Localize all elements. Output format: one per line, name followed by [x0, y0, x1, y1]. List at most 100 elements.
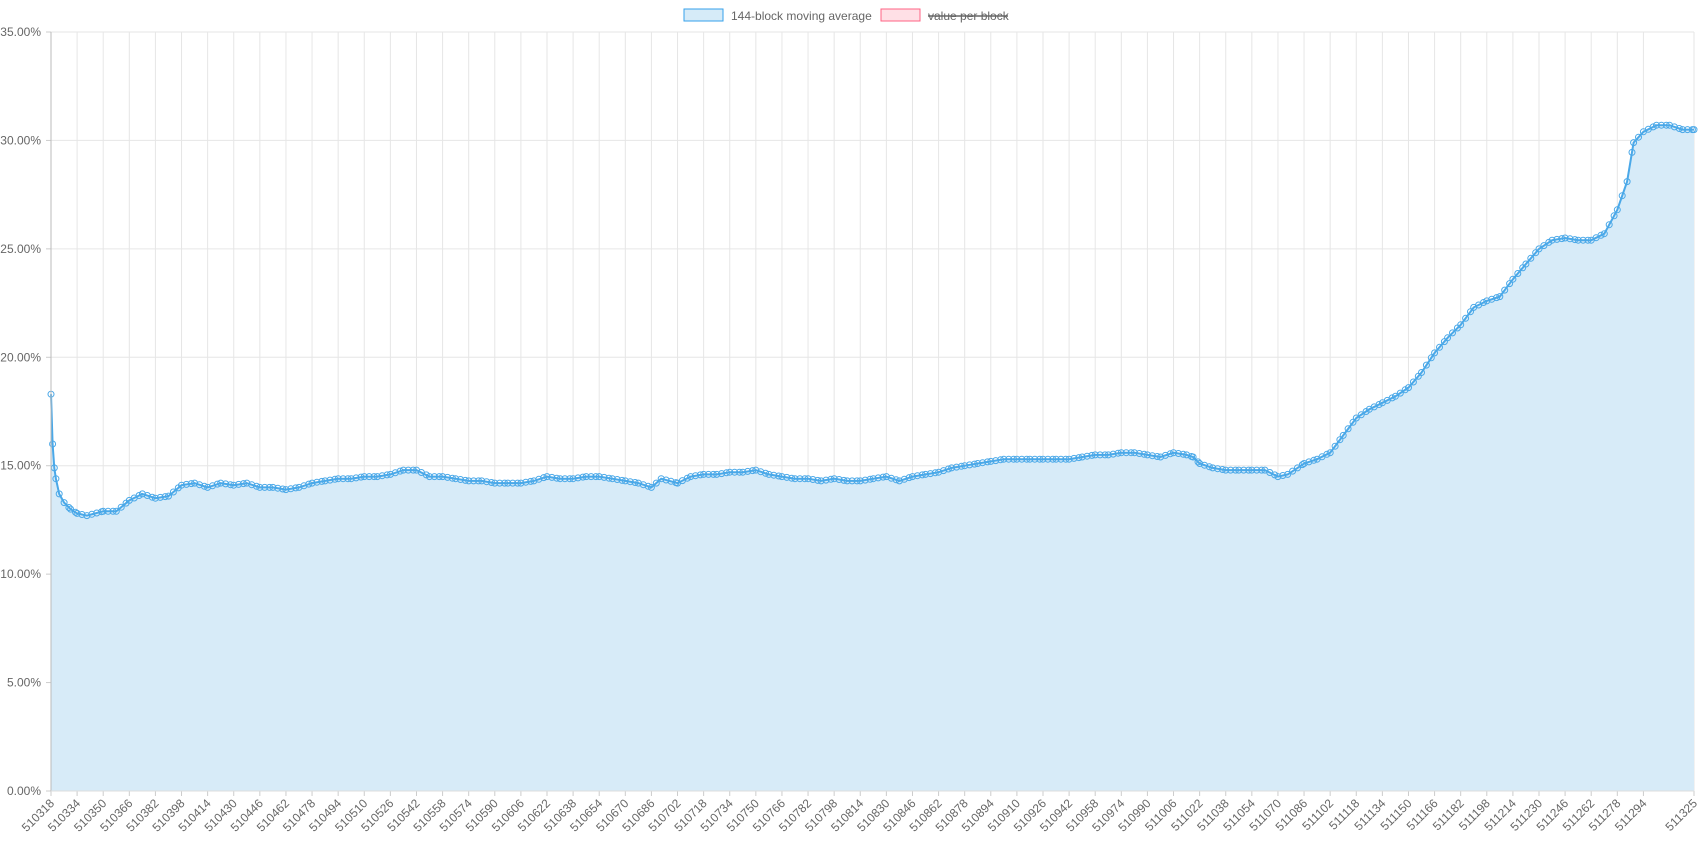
- data-point: [1294, 464, 1301, 472]
- data-point: [435, 473, 443, 481]
- data-point: [331, 475, 339, 483]
- data-point: [726, 468, 734, 476]
- data-point: [1535, 245, 1543, 253]
- data-point: [391, 469, 399, 477]
- data-point: [386, 470, 394, 478]
- data-point: [383, 471, 391, 479]
- data-point: [1462, 314, 1470, 322]
- data-point: [165, 492, 172, 500]
- data-point: [191, 479, 199, 487]
- data-point: [1305, 458, 1313, 466]
- data-point: [861, 476, 869, 484]
- data-point: [504, 479, 512, 487]
- legend-swatch-moving-average[interactable]: [683, 8, 724, 22]
- data-point: [749, 467, 757, 475]
- data-point: [1506, 280, 1514, 288]
- data-point: [1391, 392, 1399, 400]
- data-point: [1148, 452, 1156, 460]
- data-point: [196, 481, 203, 489]
- data-point: [882, 473, 890, 481]
- data-point: [1666, 121, 1673, 129]
- data-point: [1501, 286, 1509, 294]
- data-point: [830, 475, 838, 483]
- data-point: [895, 477, 903, 485]
- data-point: [723, 469, 730, 477]
- y-tick-label: 0.00%: [7, 784, 41, 798]
- data-point: [1044, 455, 1052, 463]
- data-point: [1670, 123, 1678, 131]
- data-point: [1584, 236, 1592, 244]
- data-point: [987, 457, 995, 465]
- data-point: [1279, 472, 1287, 479]
- data-point: [1026, 455, 1034, 463]
- data-point: [543, 473, 551, 481]
- data-point: [99, 507, 107, 515]
- data-point: [60, 499, 68, 507]
- data-point: [843, 477, 851, 485]
- data-point: [352, 474, 360, 482]
- data-point: [553, 474, 561, 482]
- data-point: [1679, 126, 1687, 134]
- data-point: [1571, 236, 1579, 244]
- data-point: [1005, 455, 1013, 463]
- data-point: [1196, 460, 1204, 467]
- data-point: [360, 473, 368, 481]
- data-point: [1357, 411, 1365, 419]
- data-point: [1574, 236, 1582, 244]
- data-point: [213, 480, 221, 488]
- data-point: [143, 492, 151, 499]
- data-point: [879, 473, 887, 481]
- data-point: [1561, 234, 1569, 242]
- data-point: [1579, 236, 1587, 244]
- data-point: [161, 493, 169, 501]
- data-point: [1509, 275, 1517, 283]
- data-point: [357, 473, 365, 481]
- data-point: [621, 477, 629, 485]
- legend-swatch-value-per-block[interactable]: [880, 8, 921, 22]
- data-point: [370, 473, 378, 481]
- data-point: [731, 468, 739, 476]
- data-point: [1122, 449, 1130, 457]
- data-point: [992, 457, 1000, 465]
- data-point: [778, 473, 786, 481]
- data-point: [814, 476, 822, 484]
- data-point: [217, 479, 225, 487]
- data-point: [561, 475, 569, 483]
- data-point: [940, 467, 947, 475]
- data-point: [1457, 321, 1465, 329]
- data-point: [73, 509, 81, 517]
- data-point: [961, 462, 969, 470]
- data-point: [1431, 349, 1439, 357]
- data-point: [488, 479, 495, 486]
- data-point: [1284, 470, 1292, 478]
- data-point: [1553, 235, 1561, 243]
- data-point: [112, 507, 120, 515]
- data-point: [1161, 451, 1169, 459]
- data-point: [187, 480, 195, 488]
- data-point: [1610, 212, 1618, 220]
- data-point: [913, 472, 921, 480]
- data-point: [869, 475, 877, 483]
- data-point: [135, 492, 143, 499]
- data-point: [944, 465, 952, 473]
- data-point: [1109, 450, 1117, 458]
- data-point: [1222, 466, 1230, 474]
- legend-label-moving-average[interactable]: 144-block moving average: [731, 9, 872, 23]
- data-point: [1031, 455, 1039, 463]
- data-point: [683, 474, 691, 482]
- data-point: [887, 474, 895, 482]
- data-point: [1013, 455, 1021, 463]
- data-point: [657, 475, 665, 483]
- data-point: [88, 510, 96, 518]
- data-point: [605, 474, 613, 482]
- data-point: [1248, 466, 1256, 474]
- data-point: [1209, 464, 1217, 472]
- data-point: [817, 477, 825, 485]
- data-point: [1548, 236, 1556, 244]
- data-point: [957, 462, 965, 470]
- data-point: [997, 456, 1005, 464]
- data-point: [266, 483, 274, 491]
- data-point: [801, 475, 809, 483]
- data-point: [256, 483, 264, 491]
- data-point: [52, 475, 60, 483]
